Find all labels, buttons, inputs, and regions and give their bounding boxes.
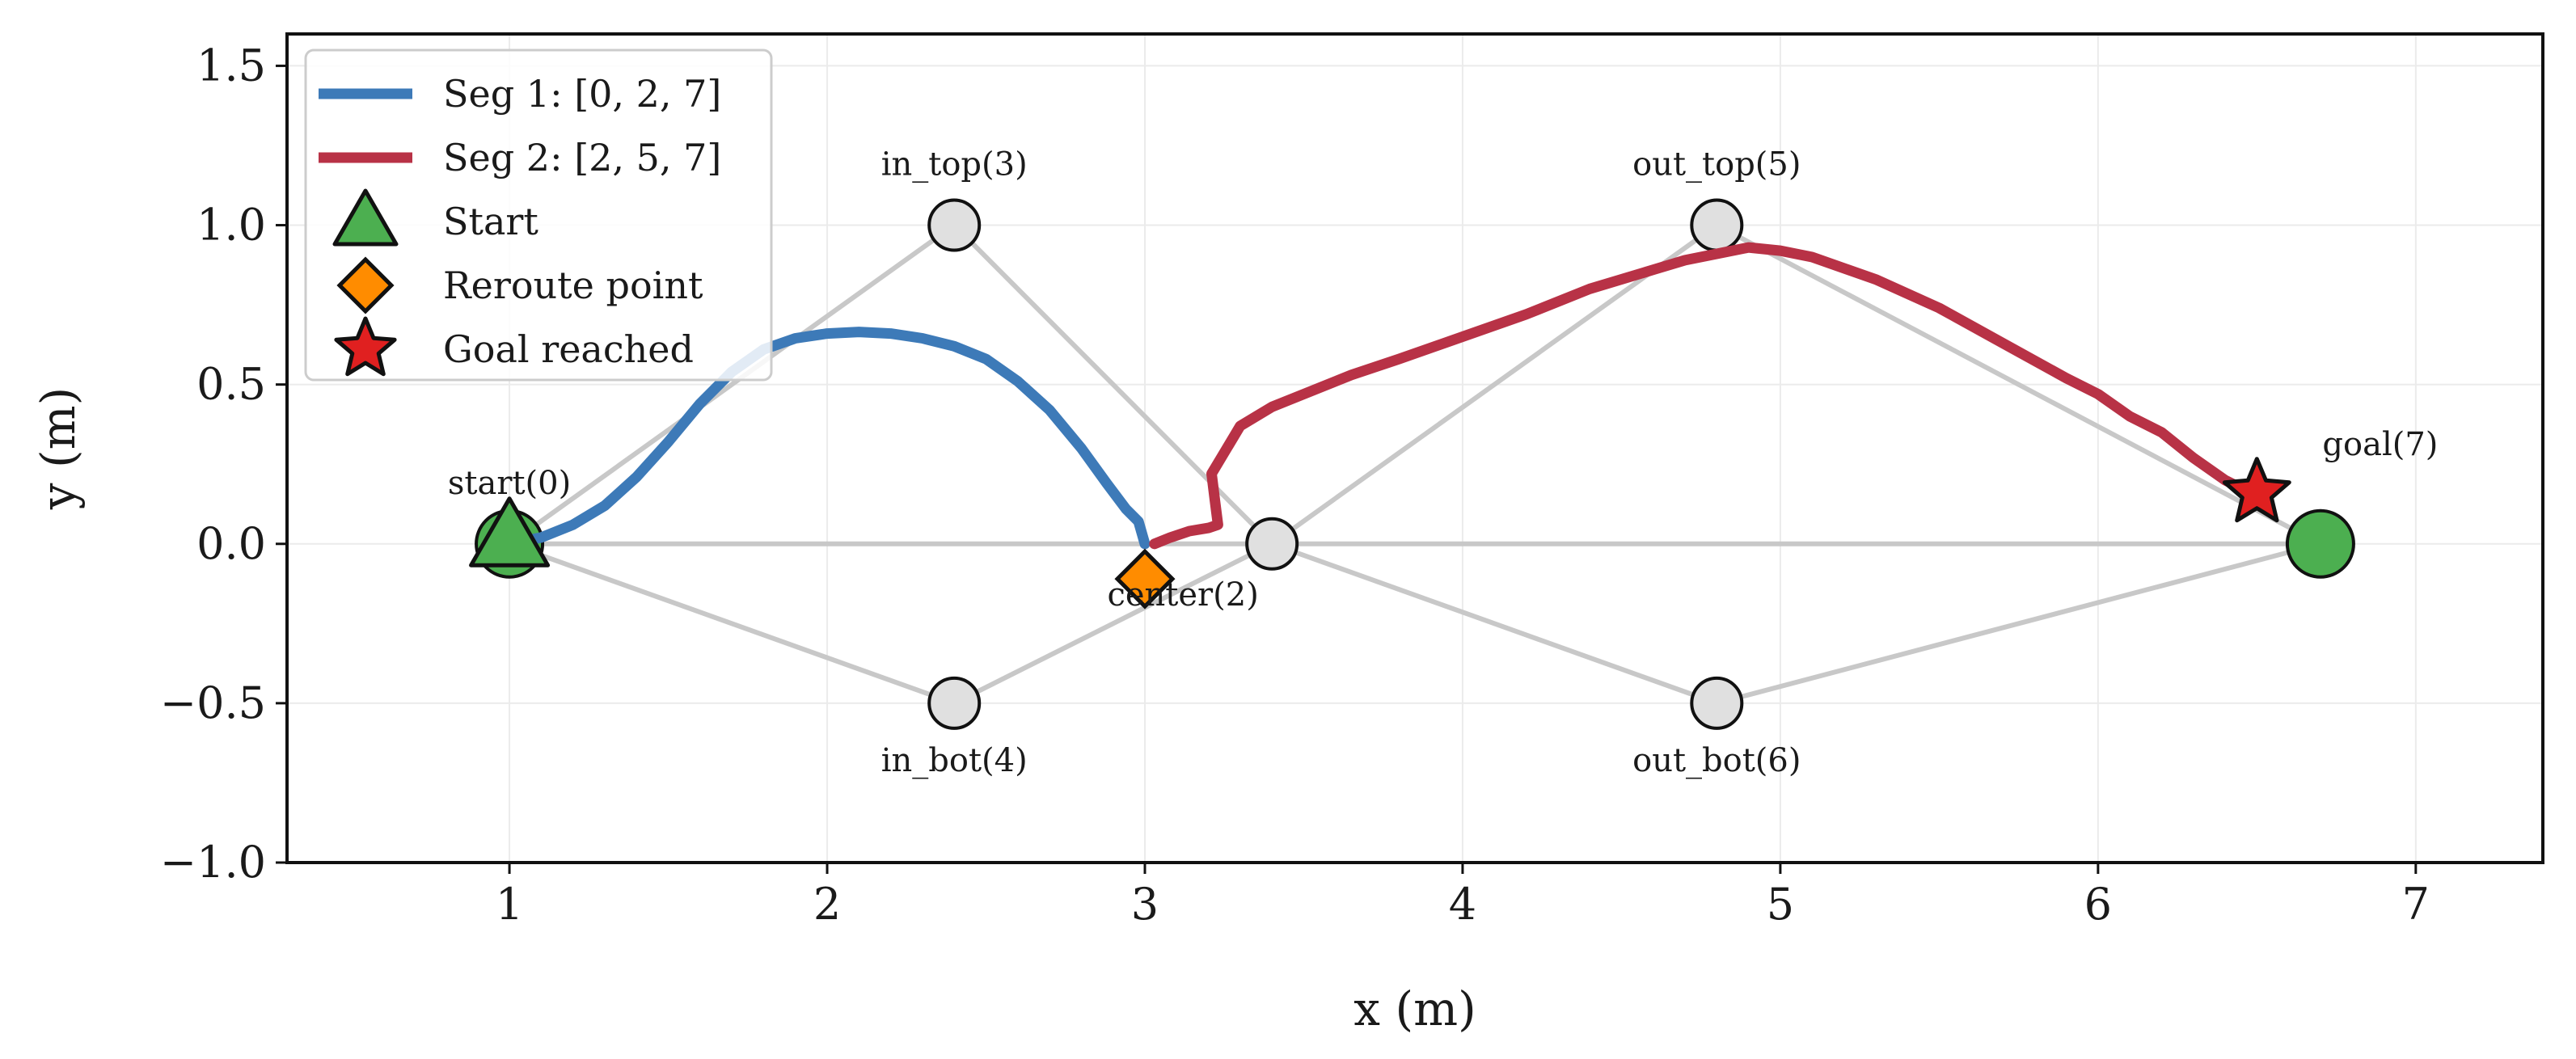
axis-ticks: 1 2 3 4 5 6 7 −1.0 −0.5 0.0 0.5 1.0 1.5 <box>160 40 2430 930</box>
x-tick-label: 6 <box>2084 879 2112 930</box>
y-axis-title: y (m) <box>31 387 86 510</box>
legend-label: Goal reached <box>443 327 694 371</box>
graph-edge <box>1716 541 2321 706</box>
legend-item-reroute-point: Reroute point <box>336 256 703 314</box>
goal-reached-marker <box>2222 457 2291 523</box>
reroute-marker <box>1114 548 1176 610</box>
y-tick-label: 1.0 <box>196 200 266 251</box>
graph-edge <box>1271 541 1718 706</box>
node-out-bot-6 <box>1690 676 1744 730</box>
legend-item-seg-2-2-5-7: Seg 2: [2, 5, 7] <box>319 136 721 179</box>
graph-edge <box>508 223 956 546</box>
node-label-start-0: start(0) <box>448 465 571 502</box>
legend-item-seg-1-0-2-7: Seg 1: [0, 2, 7] <box>319 72 721 116</box>
event-markers <box>469 457 2291 610</box>
legend-label: Start <box>443 200 538 243</box>
x-tick-label: 1 <box>496 879 523 930</box>
x-tick-label: 2 <box>813 879 841 930</box>
graph-edge <box>952 223 1274 546</box>
y-tick-label: 1.5 <box>196 40 266 91</box>
node-label-goal-7: goal(7) <box>2322 426 2438 463</box>
x-tick-label: 5 <box>1767 879 1794 930</box>
x-axis-title: x (m) <box>1353 981 1476 1036</box>
node-goal-7 <box>2285 508 2355 579</box>
legend-box <box>304 49 773 382</box>
legend: Seg 1: [0, 2, 7] Seg 2: [2, 5, 7] Start Rer… <box>304 49 773 382</box>
legend-diamond-swatch <box>336 256 395 314</box>
legend-label: Seg 2: [2, 5, 7] <box>443 136 721 179</box>
legend-star-swatch <box>334 316 397 377</box>
x-tick-label: 7 <box>2402 879 2430 930</box>
series-line-2 <box>1149 242 2262 550</box>
node-labels: start(0) center(2) in_top(3) in_bot(4) out_t… <box>448 146 2439 779</box>
node-label-center-2: center(2) <box>1107 576 1258 614</box>
legend-item-start: Start <box>332 188 538 247</box>
graph-edge <box>952 542 1273 706</box>
node-out-top-5 <box>1690 198 1744 252</box>
legend-triangle-swatch <box>332 188 399 247</box>
legend-label: Seg 1: [0, 2, 7] <box>443 72 721 116</box>
series-line-1 <box>504 327 1151 550</box>
node-label-out-top-5: out_top(5) <box>1632 146 1801 184</box>
graph-edge <box>1715 222 2322 546</box>
node-label-in-bot-4: in_bot(4) <box>881 742 1028 779</box>
node-label-in-top-3: in_top(3) <box>881 146 1028 184</box>
start-marker <box>469 496 551 567</box>
y-tick-label: −0.5 <box>160 677 266 728</box>
x-tick-label: 3 <box>1131 879 1159 930</box>
node-in-top-3 <box>927 198 982 252</box>
trajectory-series <box>504 242 2262 550</box>
plot-frame <box>285 32 2544 864</box>
y-tick-label: −1.0 <box>160 837 266 888</box>
node-center-2 <box>1245 517 1299 571</box>
node-in-bot-4 <box>927 676 982 730</box>
node-label-out-bot-6: out_bot(6) <box>1632 742 1801 779</box>
y-tick-label: 0.0 <box>196 518 266 569</box>
legend-item-goal-reached: Goal reached <box>334 316 694 377</box>
y-tick-label: 0.5 <box>196 359 266 410</box>
x-tick-label: 4 <box>1449 879 1476 930</box>
legend-label: Reroute point <box>443 264 703 307</box>
graph-edge <box>509 541 956 706</box>
